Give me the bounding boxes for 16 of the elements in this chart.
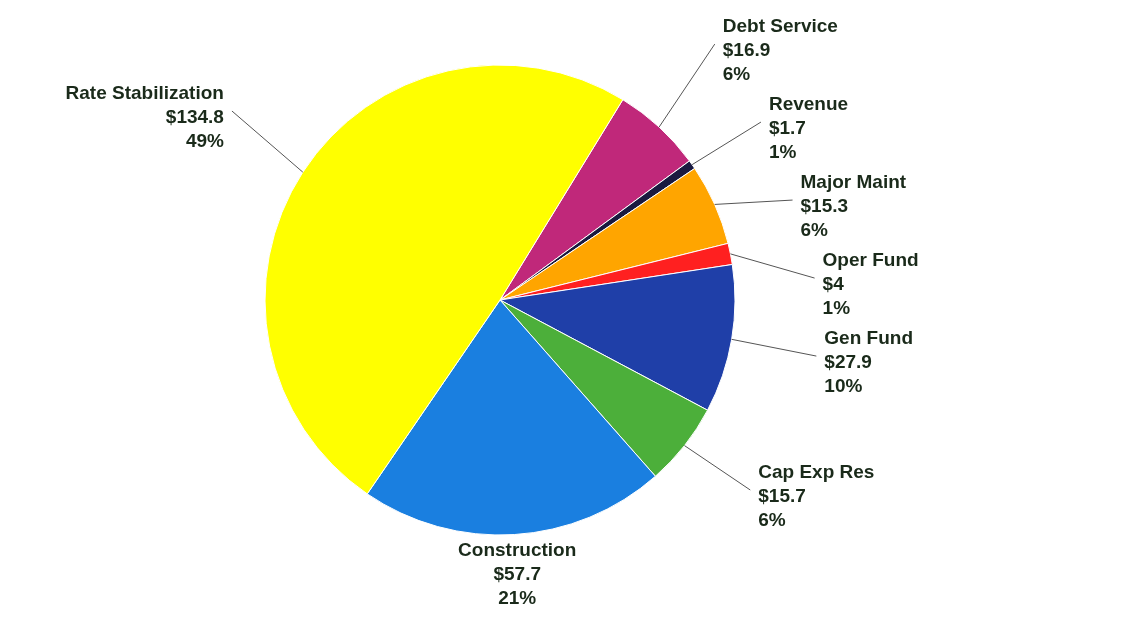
data-label: $57.7 21%: [493, 563, 541, 608]
slice-label: Cap Exp Res: [758, 461, 875, 482]
slice-label: Revenue: [768, 93, 849, 115]
slice-label: Gen Fund: [824, 327, 914, 349]
slice-label: Major Maint: [800, 171, 907, 193]
slice-label: Rate Stabilization: [65, 82, 224, 104]
data-label: $15.7 6%: [758, 485, 806, 530]
data-label: $1.7 1%: [768, 117, 806, 163]
data-label: $16.9 6%: [722, 39, 771, 85]
data-label: $134.8 49%: [165, 106, 225, 152]
data-label: $27.9 10%: [824, 351, 872, 397]
slice-label: Debt Service: [722, 15, 838, 37]
slice-label: Oper Fund: [822, 249, 919, 271]
data-label: $4 1%: [822, 273, 851, 319]
slice-label: Construction: [458, 539, 577, 560]
data-label: $15.3 6%: [800, 195, 849, 241]
